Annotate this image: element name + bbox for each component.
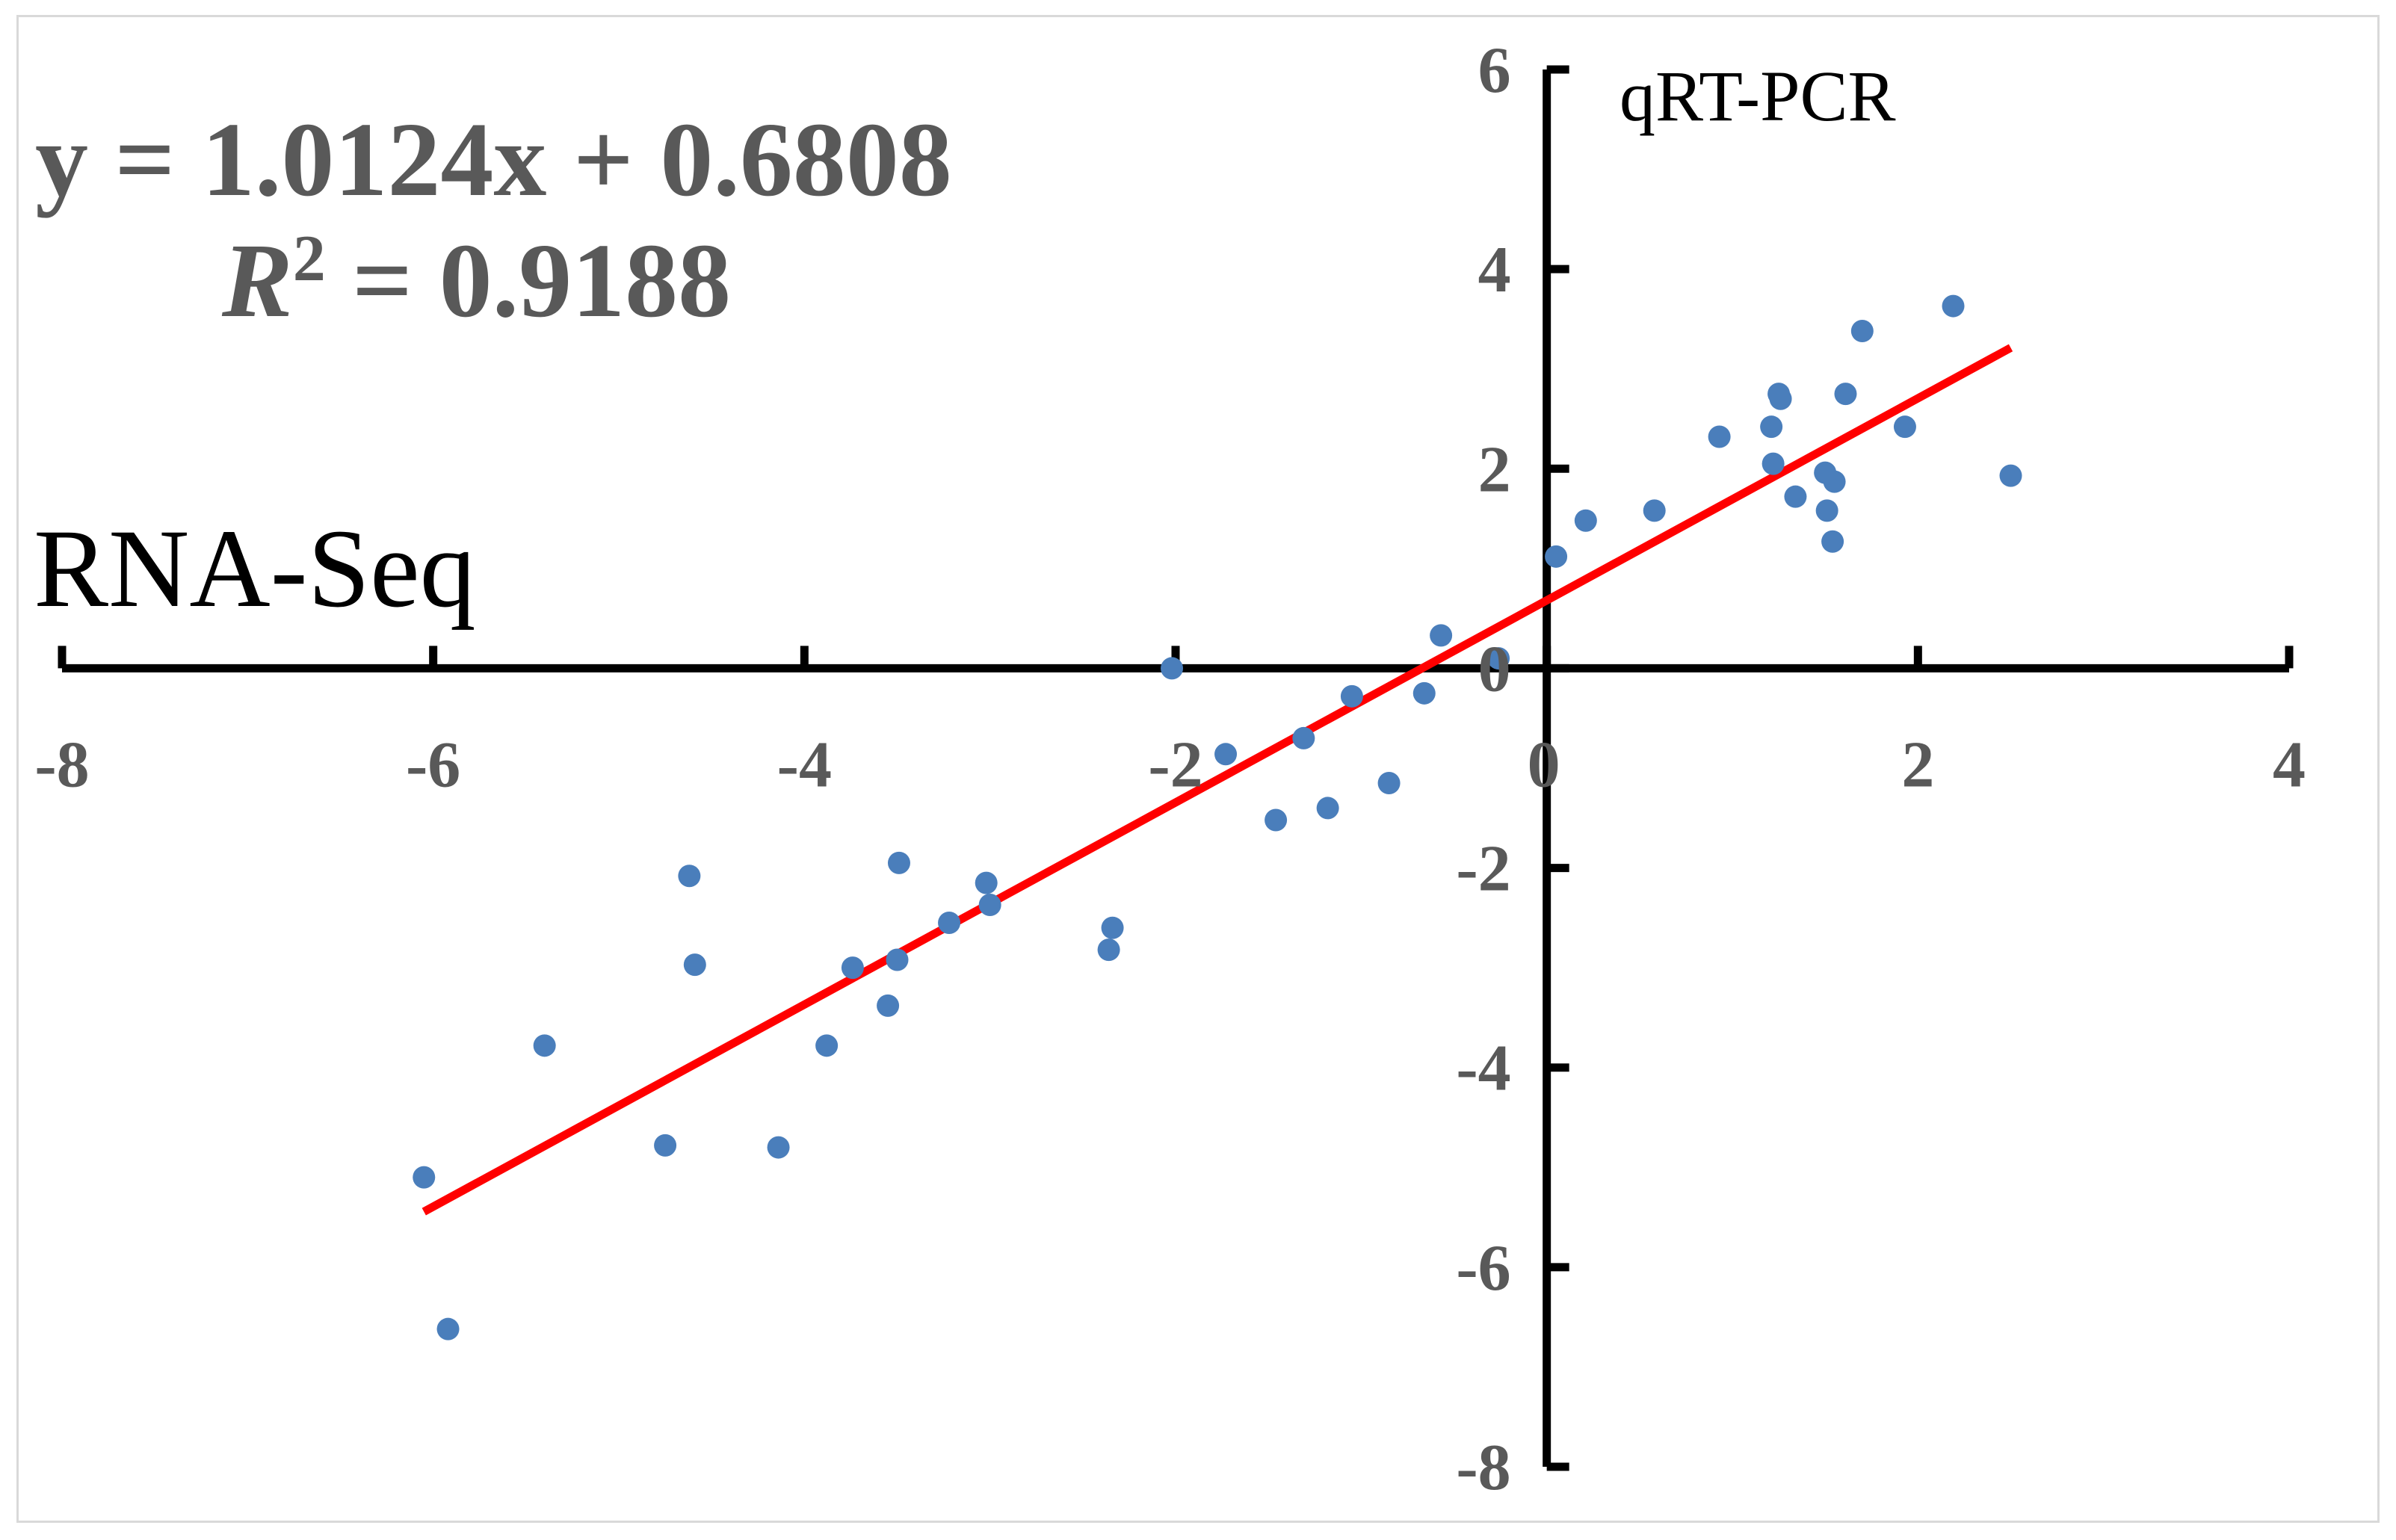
data-point: [1214, 743, 1238, 766]
data-point: [1377, 772, 1401, 795]
data-point: [1340, 684, 1363, 708]
data-point: [978, 893, 1001, 916]
data-point: [1850, 319, 1874, 342]
x-tick-label: -8: [34, 729, 89, 801]
data-point: [533, 1034, 556, 1057]
x-tick-label: 2: [1901, 729, 1934, 801]
data-point: [1487, 647, 1510, 670]
r-squared-superscript: 2: [293, 223, 326, 295]
data-point: [1097, 938, 1120, 962]
y-tick-label: -6: [1456, 1232, 1510, 1305]
data-point: [1292, 726, 1315, 749]
data-point: [767, 1136, 790, 1159]
r-squared-label: R2 = 0.9188: [221, 221, 731, 339]
data-point: [1834, 383, 1857, 406]
data-point: [1760, 415, 1783, 439]
data-point: [1784, 485, 1807, 508]
data-point: [1316, 797, 1339, 820]
data-point: [1574, 509, 1597, 532]
data-point: [1101, 916, 1124, 939]
data-point: [938, 912, 961, 935]
x-tick-label: 0: [1528, 729, 1560, 801]
y-tick-label: 0: [1478, 633, 1511, 705]
data-point: [678, 865, 701, 888]
x-tick-label: -2: [1148, 729, 1202, 801]
data-point: [436, 1317, 460, 1340]
trendline-layer: [422, 344, 2013, 1216]
x-tick-label: -4: [777, 729, 832, 801]
data-point: [815, 1034, 839, 1057]
data-point: [654, 1134, 677, 1157]
y-tick-label: 4: [1478, 234, 1511, 306]
x-axis-title: RNA-Seq: [34, 507, 476, 631]
data-point: [1815, 499, 1838, 522]
y-axis-title: qRT-PCR: [1620, 56, 1896, 136]
data-point: [1412, 681, 1436, 705]
data-point: [1769, 387, 1792, 410]
data-point: [886, 948, 909, 971]
y-tick-label: -8: [1456, 1432, 1510, 1504]
data-point: [1823, 470, 1846, 493]
trendline: [422, 344, 2013, 1216]
data-point: [413, 1166, 436, 1189]
data-point: [877, 994, 900, 1017]
data-point: [1999, 464, 2022, 487]
data-point: [841, 956, 864, 980]
data-point: [1708, 425, 1731, 448]
y-tick-label: 2: [1478, 433, 1511, 506]
r-squared-symbol: R: [221, 221, 293, 339]
data-point: [1643, 499, 1666, 522]
y-tick-label: -4: [1456, 1033, 1510, 1105]
data-point: [887, 851, 910, 874]
chart-frame: -8 -6 -4 -2 2 4 6 4 2 0 -2 -4 -6 -8 0 RNA-Seq qRT-PCR …: [16, 15, 2380, 1523]
y-tick-label: 6: [1478, 34, 1511, 107]
data-points: [413, 294, 2022, 1340]
x-tick-label: 4: [2273, 729, 2306, 801]
data-point: [975, 871, 998, 894]
data-point: [1942, 294, 1965, 318]
trendline-equation: y = 1.0124x + 0.6808: [35, 100, 952, 218]
r-squared-value: = 0.9188: [326, 221, 731, 339]
data-point: [683, 953, 706, 977]
data-point: [1821, 530, 1844, 553]
data-point: [1430, 624, 1453, 647]
data-point: [1161, 657, 1184, 680]
data-point: [1545, 545, 1568, 568]
data-point: [1265, 808, 1288, 832]
y-tick-label: -2: [1456, 833, 1510, 906]
data-point: [1762, 452, 1785, 475]
data-point: [1893, 415, 1916, 439]
x-tick-label: -6: [406, 729, 460, 801]
